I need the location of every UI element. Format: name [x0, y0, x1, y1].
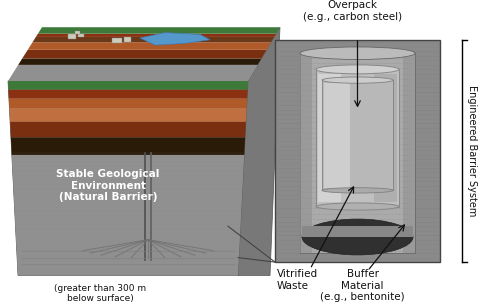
Polygon shape	[374, 74, 397, 202]
Polygon shape	[238, 27, 280, 275]
Polygon shape	[300, 53, 312, 253]
Polygon shape	[10, 122, 246, 137]
Polygon shape	[275, 40, 440, 262]
Polygon shape	[8, 81, 248, 90]
Polygon shape	[22, 50, 266, 58]
Polygon shape	[318, 74, 341, 202]
Polygon shape	[18, 58, 262, 65]
Polygon shape	[302, 226, 413, 237]
Polygon shape	[316, 69, 399, 207]
Ellipse shape	[316, 65, 399, 74]
Text: Engineered Barrier System: Engineered Barrier System	[467, 85, 477, 217]
Polygon shape	[12, 155, 244, 275]
Polygon shape	[68, 34, 76, 39]
Text: Overpack
(e.g., carbon steel): Overpack (e.g., carbon steel)	[303, 0, 402, 22]
Polygon shape	[9, 90, 248, 99]
Polygon shape	[403, 53, 415, 253]
Ellipse shape	[316, 203, 399, 210]
Ellipse shape	[322, 188, 393, 193]
Polygon shape	[112, 38, 122, 43]
Polygon shape	[8, 81, 248, 275]
Text: Vitrified
Waste: Vitrified Waste	[277, 269, 318, 291]
Polygon shape	[11, 137, 245, 155]
Polygon shape	[38, 27, 280, 34]
Polygon shape	[300, 53, 415, 253]
Polygon shape	[9, 99, 247, 108]
Polygon shape	[10, 108, 247, 122]
Polygon shape	[28, 42, 271, 50]
Text: Stable Geological
Environment
(Natural Barrier): Stable Geological Environment (Natural B…	[56, 169, 160, 203]
Ellipse shape	[322, 77, 393, 83]
Text: (greater than 300 m
below surface): (greater than 300 m below surface)	[54, 284, 146, 303]
Polygon shape	[140, 33, 210, 45]
Polygon shape	[78, 33, 84, 37]
Polygon shape	[324, 83, 350, 188]
Ellipse shape	[302, 219, 413, 255]
Polygon shape	[33, 37, 274, 42]
Polygon shape	[322, 80, 393, 190]
Polygon shape	[75, 31, 80, 33]
Polygon shape	[36, 34, 276, 37]
Ellipse shape	[300, 47, 415, 59]
Text: Buffer
Material
(e.g., bentonite): Buffer Material (e.g., bentonite)	[320, 269, 405, 302]
Polygon shape	[8, 65, 258, 81]
Polygon shape	[124, 37, 131, 42]
